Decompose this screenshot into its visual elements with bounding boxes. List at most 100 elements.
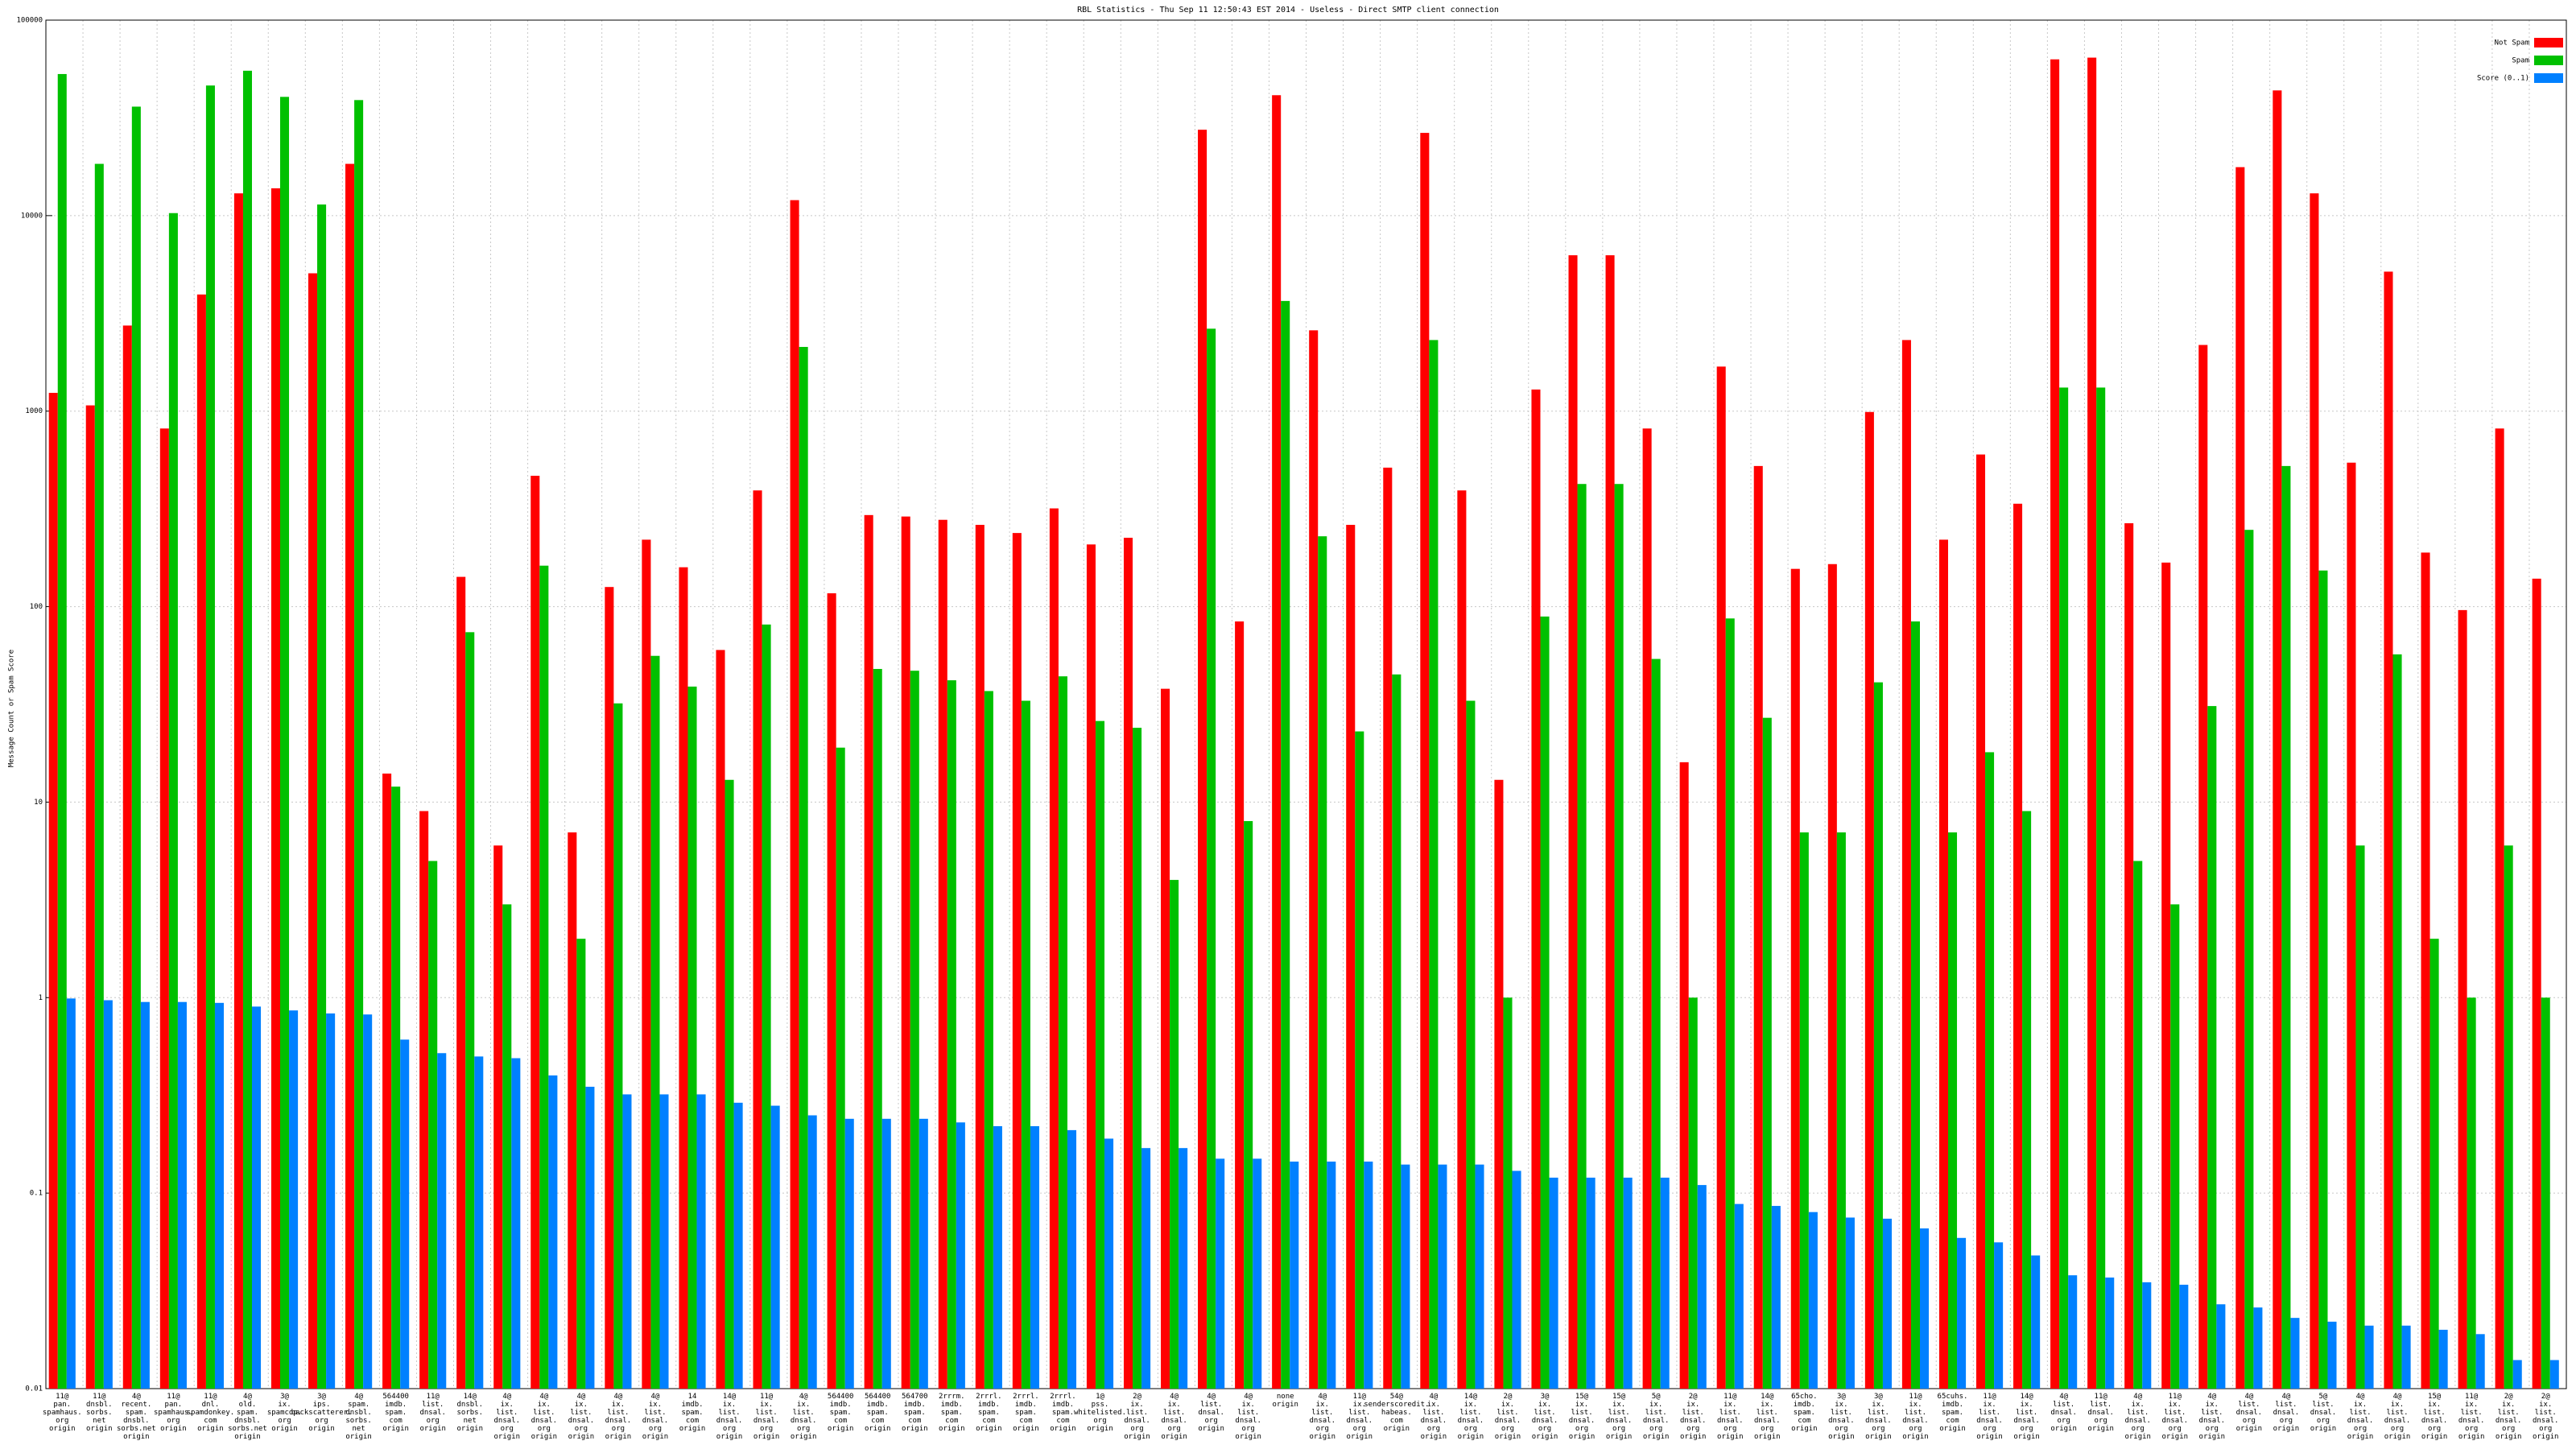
x-tick-label-line: dnsbl. (86, 1401, 113, 1409)
bar (48, 393, 58, 1389)
x-tick-label-line: origin (716, 1433, 743, 1441)
x-tick-label-line: 4@ (502, 1393, 511, 1401)
x-tick-label-line: list. (1905, 1409, 1926, 1417)
x-tick-label-line: ix. (1909, 1401, 1922, 1409)
x-tick-label-line: dnsal. (2162, 1417, 2189, 1425)
bar (57, 73, 67, 1389)
x-tick-label-line: 65cho. (1791, 1393, 1818, 1401)
x-tick-label: 564400 imdb. spam. com origin (382, 1393, 409, 1433)
x-tick-label-line: 4@ (1207, 1393, 1216, 1401)
x-tick-label-line: dnsal. (2421, 1417, 2448, 1425)
x-tick-label-line: origin (2310, 1425, 2337, 1433)
x-tick-label-line: ix. (575, 1401, 588, 1409)
bar (642, 539, 651, 1389)
x-tick-label: 11@ list. dnsal. org origin (2087, 1393, 2114, 1433)
bar (753, 490, 762, 1389)
x-tick-label-line: origin (1754, 1433, 1781, 1441)
x-tick-label-line: dnsal. (2384, 1417, 2411, 1425)
x-tick-label-line: pss. (1092, 1401, 1109, 1409)
bar (2310, 193, 2319, 1389)
bar (391, 786, 401, 1389)
x-tick-label-line: 4@ (539, 1393, 548, 1401)
x-tick-label-line: origin (1717, 1433, 1744, 1441)
bar (242, 70, 253, 1389)
x-tick-label-line: dnsal. (716, 1417, 743, 1425)
x-tick-label-line: 11@ (204, 1393, 217, 1401)
y-tick-label: 1000 (25, 407, 43, 415)
x-tick-label: 11@ pan. spamhaus. org origin (43, 1393, 82, 1433)
x-tick-label: 4@ ix. list. dnsal. org origin (642, 1393, 669, 1441)
x-tick-label-line: origin (1050, 1425, 1076, 1433)
x-tick-label-line: 11@ (2169, 1393, 2182, 1401)
x-tick-label-line: whitelisted. (1074, 1409, 1126, 1417)
x-tick-label-line: dnsal. (531, 1417, 558, 1425)
x-tick-label: 2rrrl. imdb. spam. com origin (976, 1393, 1002, 1433)
bar (1938, 539, 1948, 1389)
bar (326, 1013, 336, 1389)
x-tick-label-line: origin (1939, 1425, 1966, 1433)
bar (214, 1002, 225, 1389)
bar (1235, 621, 1245, 1389)
x-tick-label-line: list. (2386, 1409, 2408, 1417)
x-tick-label-line: org (2428, 1425, 2441, 1433)
bar (993, 1125, 1002, 1389)
x-tick-label-line: org (1761, 1425, 1773, 1433)
bar (1346, 524, 1356, 1389)
x-tick-label-line: ix. (1983, 1401, 1996, 1409)
x-tick-label-line: dnsal. (1569, 1417, 1596, 1425)
x-tick-label-line: origin (865, 1425, 891, 1433)
x-tick-label-line: 14@ (2020, 1393, 2033, 1401)
bar (1957, 1237, 1967, 1389)
bar (807, 1115, 817, 1389)
bar (530, 476, 540, 1389)
x-tick-label-line: 4@ (1170, 1393, 1179, 1401)
x-tick-label-line: ips. (313, 1401, 331, 1409)
bar (131, 106, 141, 1389)
x-tick-label-line: list. (2461, 1409, 2483, 1417)
bar (1309, 330, 1319, 1389)
x-tick-label-line: dnsal. (1421, 1417, 1447, 1425)
x-tick-label-line: pan. (165, 1401, 183, 1409)
x-tick-label-line: origin (2496, 1433, 2522, 1441)
x-tick-label-line: recent. (121, 1401, 151, 1409)
x-tick-label-line: origin (86, 1425, 113, 1433)
x-tick-label-line: net (93, 1417, 105, 1425)
x-tick-label-line: list. (2498, 1409, 2520, 1417)
x-tick-label-line: org (2280, 1417, 2293, 1425)
x-tick-label-line: imdb. (1052, 1401, 1074, 1409)
x-tick-label-line: list. (1200, 1401, 1222, 1409)
x-tick-label-line: org (1983, 1425, 1996, 1433)
x-tick-label-line: ix. (2132, 1401, 2145, 1409)
x-tick-label-line: imdb. (385, 1401, 407, 1409)
x-tick-label-line: org (538, 1425, 551, 1433)
bar (716, 650, 725, 1389)
x-tick-label-line: dnsal. (2533, 1417, 2559, 1425)
x-tick-label-line: origin (1643, 1433, 1670, 1441)
x-tick-label: 4@ list. dnsal. org origin (2050, 1393, 2077, 1433)
x-tick-label-line: none (1277, 1393, 1294, 1401)
x-tick-label-line: spam. (978, 1409, 1000, 1417)
x-tick-label: 4@ ix. list. dnsal. org origin (494, 1393, 521, 1441)
x-tick-label-line: sorbs. (456, 1409, 483, 1417)
x-tick-label-line: 564400 (382, 1393, 409, 1401)
bar (827, 593, 836, 1389)
x-tick-label-line: origin (2050, 1425, 2077, 1433)
bar (1605, 255, 1615, 1389)
x-tick-label-line: org (1167, 1425, 1180, 1433)
bar (984, 691, 993, 1389)
x-tick-label: 4@ ix. list. dnsal. org origin (531, 1393, 558, 1441)
bar (2244, 530, 2254, 1389)
bar (1161, 688, 1170, 1389)
x-tick-label: 11@ ix. list. dnsal. org origin (1717, 1393, 1744, 1441)
bar (799, 346, 808, 1389)
x-tick-label-line: org (1353, 1425, 1366, 1433)
bar (2087, 57, 2097, 1389)
x-tick-label-line: origin (1384, 1425, 1410, 1433)
x-tick-label-line: org (2502, 1425, 2515, 1433)
x-tick-label: 4@ ix. list. dnsal. org origin (2347, 1393, 2374, 1441)
x-tick-label-line: dnsal. (1754, 1417, 1781, 1425)
x-tick-label-line: list. (756, 1409, 778, 1417)
x-tick-label-line: ix. (2502, 1401, 2515, 1409)
x-tick-label-line: 5@ (1652, 1393, 1661, 1401)
